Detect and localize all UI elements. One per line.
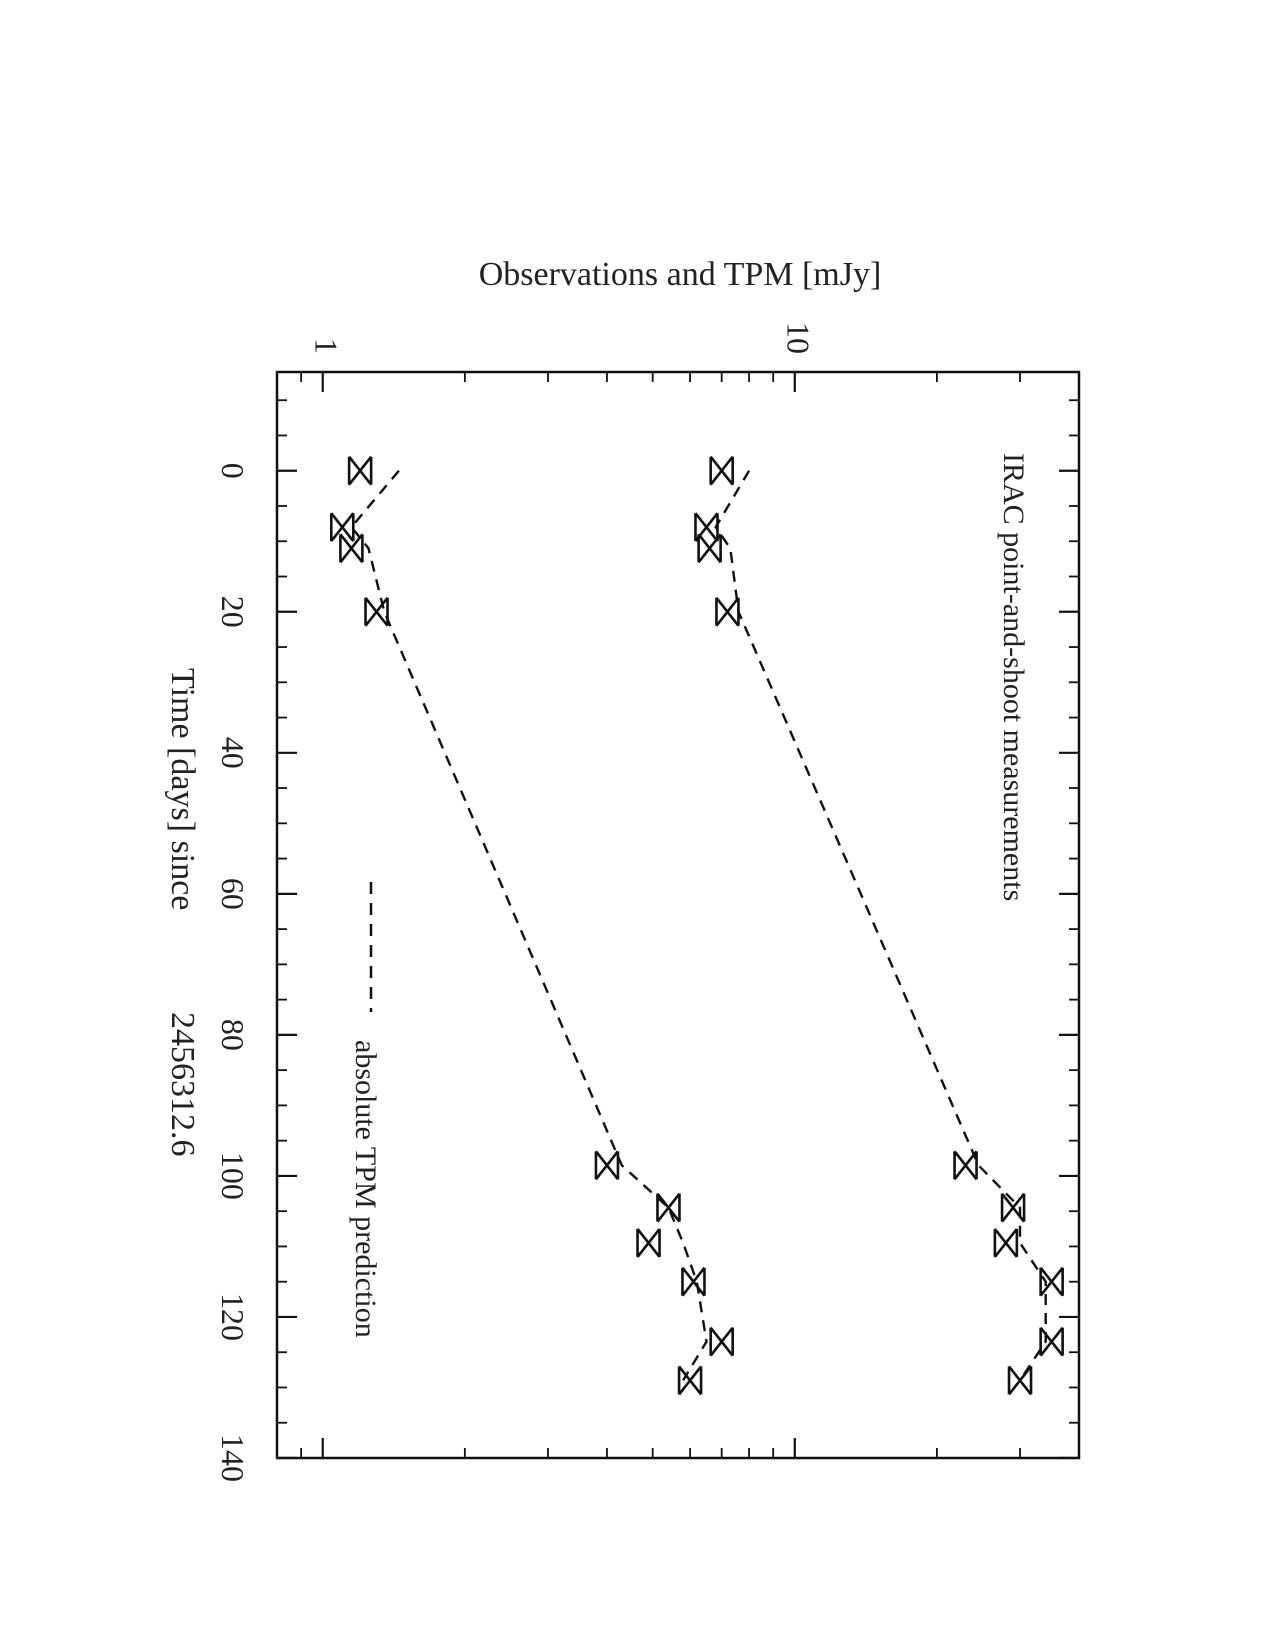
x-axis-label: Time [days] since	[164, 668, 201, 910]
observation-point	[594, 1150, 620, 1181]
tpm-prediction-line	[714, 470, 1047, 1382]
x-axis-label-epoch: 2456312.6	[164, 1012, 201, 1157]
x-tick-label: 0	[215, 463, 251, 479]
observation-point	[1039, 1326, 1064, 1357]
observation-point	[709, 1326, 734, 1357]
x-tick-label: 20	[215, 596, 251, 628]
observation-point	[347, 455, 373, 486]
x-tick-label: 140	[215, 1434, 251, 1482]
plot-annotation: IRAC point-and-shoot measurements	[997, 453, 1030, 901]
observation-point	[636, 1228, 661, 1258]
observation-point	[993, 1228, 1019, 1258]
observation-point	[697, 533, 722, 564]
observation-point	[694, 512, 719, 542]
observation-point	[656, 1192, 681, 1223]
data-markers	[329, 455, 1064, 1396]
y-tick-label: 10	[780, 322, 816, 354]
x-tick-label: 40	[215, 737, 251, 769]
observation-point	[715, 596, 740, 627]
x-tick-label: 120	[215, 1293, 251, 1341]
observation-point	[709, 455, 734, 486]
observation-point	[1000, 1192, 1026, 1223]
observation-point	[364, 596, 389, 627]
observation-point	[677, 1365, 703, 1396]
observation-point	[1039, 1266, 1064, 1297]
tpm-prediction-line	[349, 469, 708, 1382]
series-lines	[349, 469, 1047, 1382]
y-axis-label: Observations and TPM [mJy]	[479, 256, 882, 293]
x-tick-label: 80	[215, 1019, 251, 1051]
x-tick-label: 60	[215, 878, 251, 910]
observation-point	[1007, 1365, 1033, 1396]
observation-point	[953, 1150, 978, 1181]
x-tick-label: 100	[215, 1152, 251, 1200]
plot-frame	[275, 370, 1081, 1460]
y-tick-label: 1	[308, 338, 344, 354]
observation-point	[339, 533, 364, 564]
observation-point	[681, 1266, 706, 1297]
legend-label: absolute TPM prediction	[349, 1040, 382, 1338]
observation-point	[329, 512, 355, 542]
tick-marks	[277, 372, 1079, 1460]
